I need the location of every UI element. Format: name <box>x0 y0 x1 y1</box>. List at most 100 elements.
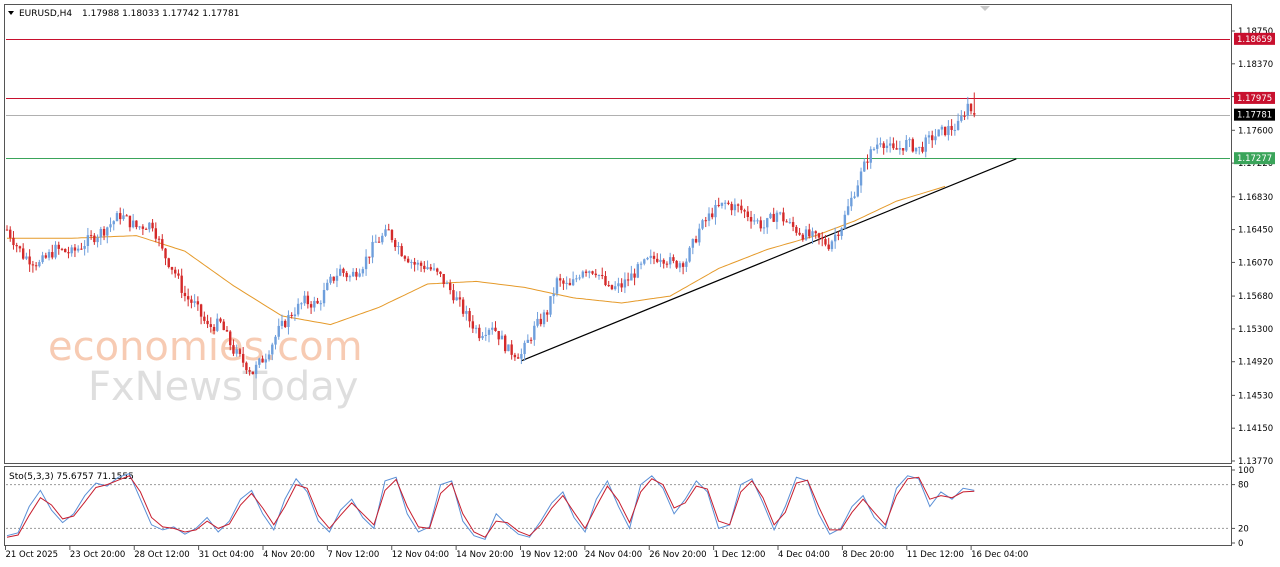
candle-bearish <box>452 290 455 301</box>
candle-bullish <box>542 312 546 325</box>
price-tag-label: 1.17781 <box>1237 111 1272 121</box>
candle-bearish <box>170 267 174 270</box>
x-axis-label: 28 Oct 12:00 <box>134 550 189 560</box>
candle-bearish <box>60 248 64 250</box>
candle-bullish <box>885 145 889 148</box>
candle-bearish <box>196 301 200 305</box>
candle-bearish <box>652 255 656 259</box>
candle-bullish <box>630 273 633 281</box>
main-panel-frame <box>4 4 1232 464</box>
candle-bullish <box>280 320 284 326</box>
candle-bearish <box>461 299 465 314</box>
candle-bullish <box>216 318 219 331</box>
y-axis-label: 1.15300 <box>1238 325 1273 335</box>
candle-bearish <box>18 246 22 249</box>
candle-bullish <box>685 261 688 267</box>
price-tag-support <box>1234 152 1275 165</box>
candle-bullish <box>720 202 724 206</box>
candle-bullish <box>364 256 368 270</box>
candle-bearish <box>717 204 720 206</box>
candle-bearish <box>119 213 122 220</box>
candle-bearish <box>125 215 128 217</box>
candle-bearish <box>284 320 287 327</box>
candle-bullish <box>691 238 695 248</box>
candle-bullish <box>856 185 860 197</box>
candle-bearish <box>749 216 753 222</box>
stoch-label: Sto(5,3,3) 75.6757 71.1555 <box>9 472 134 482</box>
candle-bullish <box>70 247 73 254</box>
candle-bullish <box>465 311 468 314</box>
candle-bullish <box>474 327 478 329</box>
candle-bullish <box>86 235 90 247</box>
candle-bearish <box>377 241 381 243</box>
candle-bearish <box>442 273 445 285</box>
candle-bullish <box>339 268 342 276</box>
candle-bearish <box>245 362 248 371</box>
x-axis-label: 24 Nov 04:00 <box>585 550 642 560</box>
candle-bullish <box>830 241 834 250</box>
candle-bullish <box>416 262 420 265</box>
candle-bullish <box>769 213 772 219</box>
candle-bearish <box>151 222 154 229</box>
candle-bearish <box>950 125 953 130</box>
candle-bullish <box>762 227 766 229</box>
ohlc-values: 1.17988 1.18033 1.17742 1.17781 <box>82 9 239 19</box>
candle-bearish <box>824 239 827 245</box>
candle-bullish <box>659 259 662 262</box>
candle-bullish <box>500 335 504 340</box>
candle-bullish <box>646 257 649 260</box>
y-axis-label: 1.16070 <box>1238 258 1273 268</box>
candle-bearish <box>355 271 358 277</box>
candle-bearish <box>503 335 507 352</box>
candle-bearish <box>429 267 432 270</box>
candle-bearish <box>183 292 187 297</box>
candle-bearish <box>558 278 562 281</box>
candle-bullish <box>908 139 911 141</box>
x-axis-label: 14 Nov 20:00 <box>456 550 513 560</box>
candle-bullish <box>523 342 526 355</box>
candle-bullish <box>313 300 316 308</box>
candle-bearish <box>782 212 785 222</box>
candle-bearish <box>332 276 335 281</box>
symbol-label: EURUSD,H4 <box>19 9 72 19</box>
y-axis-label: 1.14530 <box>1238 391 1273 401</box>
candle-bullish <box>267 354 271 360</box>
candle-bearish <box>80 248 83 250</box>
x-axis-label: 26 Nov 20:00 <box>649 550 706 560</box>
candle-bearish <box>135 220 138 228</box>
candle-bearish <box>513 354 517 358</box>
x-axis-label: 11 Dec 12:00 <box>907 550 964 560</box>
candle-bearish <box>895 148 898 150</box>
candle-bullish <box>934 136 937 141</box>
candle-bullish <box>775 212 779 222</box>
y-axis-label: 1.18370 <box>1238 60 1273 70</box>
candle-bearish <box>342 268 345 273</box>
candle-bullish <box>552 293 555 297</box>
candle-bullish <box>853 196 856 198</box>
candle-bearish <box>177 273 180 276</box>
candle-bullish <box>361 269 365 274</box>
y-axis-label: 1.16830 <box>1238 193 1273 203</box>
candle-bullish <box>445 283 449 285</box>
candle-bullish <box>277 325 280 337</box>
candle-bearish <box>394 240 397 248</box>
candle-bullish <box>533 325 536 340</box>
y-axis-label: 1.14920 <box>1238 358 1273 368</box>
price-tag-resistance <box>1234 91 1275 104</box>
candle-bullish <box>148 222 151 230</box>
candle-bullish <box>426 267 429 270</box>
candle-bearish <box>568 282 572 286</box>
candle-bullish <box>927 135 931 138</box>
candle-bullish <box>863 161 866 172</box>
candle-bearish <box>497 331 500 340</box>
candle-bearish <box>772 213 775 222</box>
candle-bearish <box>633 273 636 278</box>
symbol-dropdown-icon[interactable] <box>8 11 14 15</box>
candle-bullish <box>639 263 643 265</box>
candle-bullish <box>937 129 940 137</box>
candle-bullish <box>723 202 727 204</box>
candle-bearish <box>458 297 462 300</box>
candle-bearish <box>539 318 542 325</box>
x-axis-label: 7 Nov 12:00 <box>327 550 379 560</box>
